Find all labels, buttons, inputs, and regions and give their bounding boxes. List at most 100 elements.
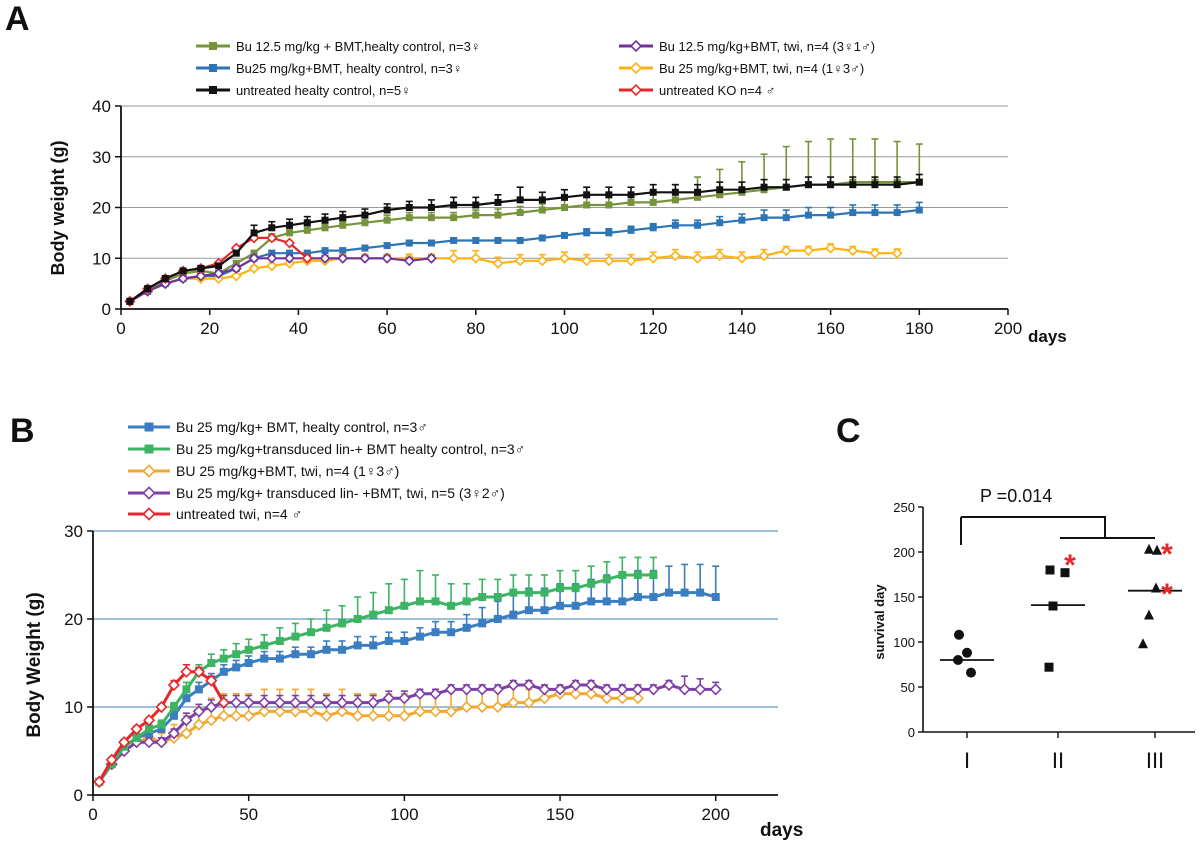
data-point bbox=[694, 193, 702, 201]
data-point bbox=[758, 250, 770, 262]
data-point bbox=[462, 623, 471, 632]
data-point bbox=[291, 650, 300, 659]
y-tick-label: 250 bbox=[893, 500, 915, 515]
data-point bbox=[230, 270, 242, 282]
legend-swatch-marker bbox=[144, 444, 154, 454]
data-point bbox=[694, 221, 702, 229]
data-point bbox=[448, 252, 460, 264]
data-point bbox=[516, 196, 524, 204]
data-point bbox=[871, 181, 879, 189]
data-point bbox=[714, 250, 726, 262]
y-tick-label: 40 bbox=[92, 97, 111, 116]
data-point bbox=[266, 252, 278, 264]
data-point bbox=[303, 219, 311, 227]
data-point bbox=[760, 183, 768, 191]
data-point bbox=[627, 226, 635, 234]
data-point bbox=[1044, 662, 1054, 672]
data-point bbox=[602, 575, 611, 584]
legend-label: BU 25 mg/kg+BMT, twi, n=4 (1♀3♂) bbox=[176, 463, 399, 479]
data-point bbox=[494, 236, 502, 244]
data-point bbox=[587, 579, 596, 588]
data-point bbox=[230, 696, 243, 709]
legend-swatch-marker bbox=[142, 507, 156, 521]
data-point bbox=[696, 588, 705, 597]
data-point bbox=[192, 718, 205, 731]
x-tick-label: III bbox=[1146, 748, 1164, 773]
data-point bbox=[618, 571, 627, 579]
data-point bbox=[711, 593, 720, 601]
data-point bbox=[782, 214, 790, 222]
data-point bbox=[182, 694, 191, 703]
series-5 bbox=[124, 242, 903, 307]
data-point bbox=[647, 683, 660, 696]
legend-label: untreated twi, n=4 ♂ bbox=[176, 506, 302, 522]
data-point bbox=[450, 236, 458, 244]
x-tick-label: 120 bbox=[639, 319, 667, 338]
legend-swatch-marker bbox=[209, 42, 217, 50]
panel-b-series bbox=[93, 556, 722, 788]
x-tick-label: I bbox=[964, 748, 970, 773]
data-point bbox=[197, 264, 205, 272]
x-tick-label: II bbox=[1052, 748, 1064, 773]
data-point bbox=[569, 687, 582, 700]
data-point bbox=[335, 696, 349, 709]
data-point bbox=[195, 270, 207, 282]
data-point bbox=[232, 249, 240, 257]
data-point bbox=[244, 645, 253, 654]
data-point bbox=[413, 687, 427, 700]
legend-swatch-marker bbox=[142, 486, 156, 500]
data-point bbox=[716, 191, 724, 199]
data-point bbox=[130, 722, 143, 736]
data-point bbox=[869, 247, 881, 259]
data-point bbox=[338, 619, 347, 628]
data-point bbox=[132, 733, 141, 742]
data-point bbox=[217, 696, 230, 709]
data-point bbox=[289, 696, 302, 709]
data-point bbox=[105, 753, 118, 766]
data-point bbox=[669, 250, 681, 262]
data-point bbox=[301, 252, 313, 264]
data-point bbox=[470, 252, 482, 264]
data-point bbox=[665, 588, 674, 597]
data-point bbox=[361, 219, 369, 227]
series-2 bbox=[95, 556, 658, 786]
x-tick-label: 100 bbox=[550, 319, 578, 338]
panel-a-chart: 0 10 20 30 40 0 20 40 60 80 100 120 140 160 180 200 Bu … bbox=[48, 39, 1067, 346]
data-point bbox=[849, 209, 857, 217]
data-point bbox=[516, 236, 524, 244]
data-point bbox=[760, 214, 768, 222]
data-point bbox=[320, 696, 333, 709]
data-point bbox=[556, 601, 565, 610]
data-point bbox=[260, 641, 269, 650]
data-point bbox=[581, 255, 593, 267]
data-point bbox=[694, 188, 702, 196]
data-point bbox=[361, 244, 369, 252]
legend-label: Bu25 mg/kg+BMT, healty control, n=3♀ bbox=[236, 61, 463, 76]
data-point bbox=[602, 597, 611, 606]
panel-a-y-axis-label: Body weight (g) bbox=[48, 141, 68, 276]
data-point bbox=[213, 268, 225, 279]
data-point bbox=[780, 245, 792, 257]
data-point bbox=[405, 239, 413, 247]
data-point bbox=[583, 229, 591, 237]
data-point bbox=[585, 678, 598, 692]
data-point bbox=[782, 183, 790, 191]
data-point bbox=[382, 709, 395, 722]
y-tick-label: 20 bbox=[92, 199, 111, 218]
data-point bbox=[219, 667, 228, 676]
data-point bbox=[516, 209, 524, 217]
data-point bbox=[507, 678, 520, 692]
data-point bbox=[142, 714, 156, 727]
data-point bbox=[180, 714, 193, 727]
data-point bbox=[194, 685, 203, 694]
data-point bbox=[427, 214, 435, 222]
data-point bbox=[1060, 568, 1070, 578]
y-tick-label: 0 bbox=[102, 300, 111, 319]
data-point bbox=[556, 584, 565, 593]
data-point bbox=[605, 201, 613, 209]
data-point bbox=[321, 247, 329, 255]
data-point bbox=[427, 239, 435, 247]
data-point bbox=[248, 252, 260, 264]
data-point bbox=[367, 696, 380, 709]
